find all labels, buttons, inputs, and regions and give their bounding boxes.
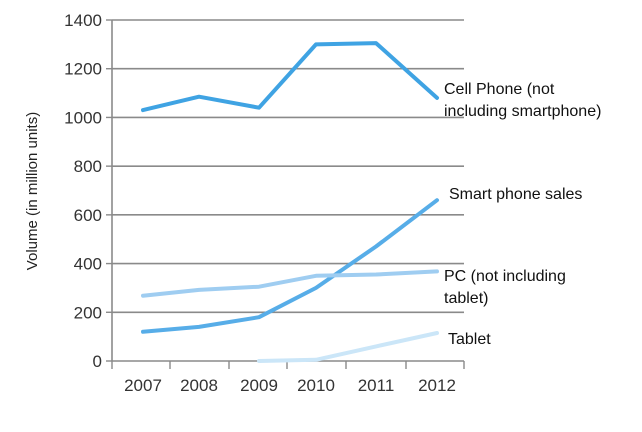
y-tick-label-800: 800 bbox=[74, 157, 102, 176]
series-line-0 bbox=[141, 41, 439, 113]
x-tick-label-2009: 2009 bbox=[240, 376, 278, 395]
series-label-3: Tablet bbox=[448, 331, 491, 348]
x-tick-label-2012: 2012 bbox=[418, 376, 456, 395]
series-label-3-line-0: Tablet bbox=[448, 331, 491, 348]
y-tick-label-0: 0 bbox=[93, 352, 102, 371]
y-tick-label-1000: 1000 bbox=[64, 108, 102, 127]
series-label-1-line-0: Smart phone sales bbox=[449, 186, 582, 203]
y-axis-ticks: 0 200 400 600 800 1000 1200 1400 bbox=[64, 11, 112, 371]
series-label-2-line-1: tablet) bbox=[444, 290, 488, 307]
series-label-0-line-0: Cell Phone (not bbox=[444, 81, 555, 98]
series-labels: Cell Phone (not including smartphone) Smar… bbox=[444, 81, 601, 348]
x-axis-ticks: 2007 2008 2009 2010 2011 2012 bbox=[111, 361, 465, 395]
y-tick-label-400: 400 bbox=[74, 255, 102, 274]
axes bbox=[111, 20, 464, 362]
series-label-0-line-1: including smartphone) bbox=[444, 103, 601, 120]
series-label-0: Cell Phone (not including smartphone) bbox=[444, 81, 601, 120]
series-label-1: Smart phone sales bbox=[449, 186, 582, 203]
y-tick-label-200: 200 bbox=[74, 303, 102, 322]
y-axis-title: Volume (in million units) bbox=[24, 112, 41, 270]
x-tick-label-2008: 2008 bbox=[180, 376, 218, 395]
gridlines bbox=[112, 19, 464, 314]
y-tick-label-1400: 1400 bbox=[64, 11, 102, 30]
x-tick-label-2010: 2010 bbox=[297, 376, 335, 395]
series-label-2-line-0: PC (not including bbox=[444, 268, 566, 285]
series-lines bbox=[141, 41, 439, 363]
series-line-2 bbox=[141, 269, 439, 298]
y-tick-label-600: 600 bbox=[74, 206, 102, 225]
series-label-2: PC (not including tablet) bbox=[444, 268, 566, 307]
series-line-1 bbox=[141, 198, 439, 334]
x-tick-label-2007: 2007 bbox=[124, 376, 162, 395]
y-tick-label-1200: 1200 bbox=[64, 60, 102, 79]
x-tick-label-2011: 2011 bbox=[358, 376, 395, 395]
series-line-3 bbox=[257, 331, 439, 363]
